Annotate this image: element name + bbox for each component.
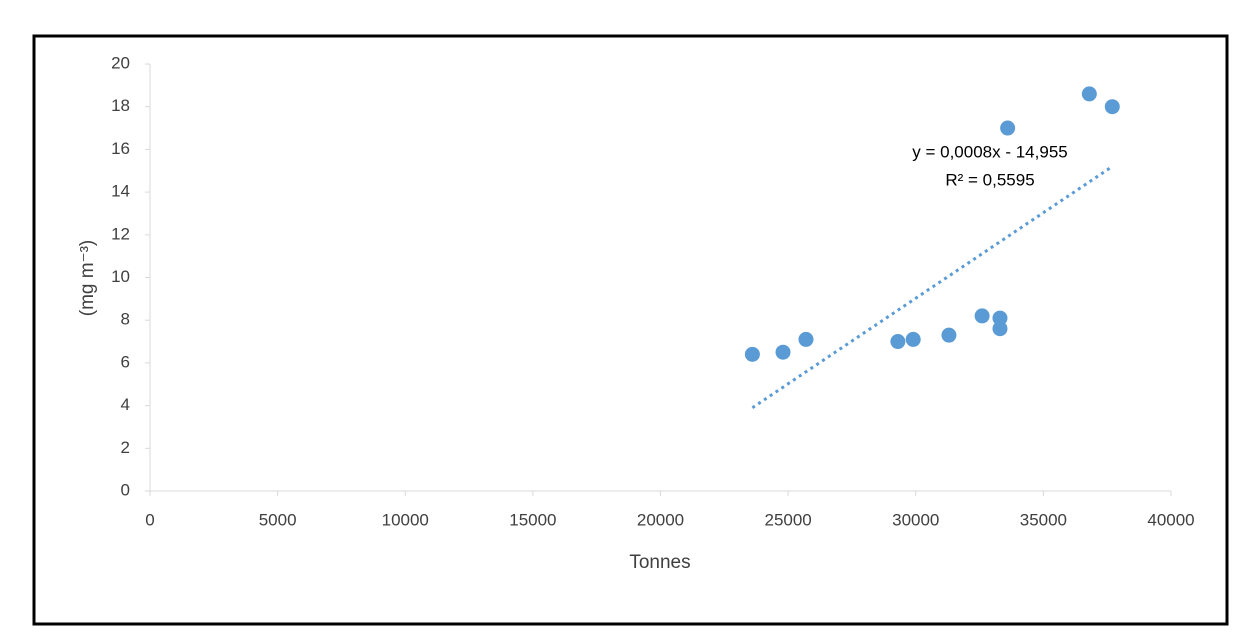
x-tick-label: 40000 [1147, 510, 1194, 529]
trendline-equation: y = 0,0008x - 14,955 [912, 142, 1067, 161]
y-tick-label: 12 [111, 224, 130, 243]
y-tick-label: 6 [121, 352, 130, 371]
data-point [974, 308, 990, 324]
data-point [744, 346, 760, 362]
x-tick-label: 20000 [637, 510, 684, 529]
y-tick-label: 18 [111, 96, 130, 115]
x-tick-label: 5000 [259, 510, 297, 529]
x-tick-label: 15000 [509, 510, 556, 529]
x-tick-label: 10000 [382, 510, 429, 529]
y-tick-label: 8 [121, 310, 130, 329]
x-axis-label: Tonnes [629, 552, 690, 573]
y-tick-label: 0 [121, 480, 130, 499]
data-point [941, 327, 957, 343]
data-point [798, 331, 814, 347]
data-point [1081, 86, 1097, 102]
data-point [775, 344, 791, 360]
y-tick-label: 14 [111, 182, 130, 201]
y-axis-label: (mg m⁻³) [77, 240, 98, 317]
x-tick-label: 30000 [892, 510, 939, 529]
chart-border [32, 34, 1229, 626]
y-tick-label: 20 [111, 53, 130, 72]
x-tick-label: 25000 [764, 510, 811, 529]
data-point [890, 334, 906, 350]
x-tick-label: 0 [145, 510, 154, 529]
x-tick-label: 35000 [1020, 510, 1067, 529]
data-point [992, 310, 1008, 326]
trendline-equation: R² = 0,5595 [945, 170, 1034, 189]
data-point [1104, 99, 1120, 115]
data-point [1000, 120, 1016, 136]
y-tick-label: 4 [121, 395, 130, 414]
data-point [992, 321, 1008, 337]
y-tick-label: 10 [111, 267, 130, 286]
y-tick-label: 16 [111, 139, 130, 158]
data-point [905, 331, 921, 347]
trendline [751, 165, 1114, 409]
y-tick-label: 2 [121, 438, 130, 457]
